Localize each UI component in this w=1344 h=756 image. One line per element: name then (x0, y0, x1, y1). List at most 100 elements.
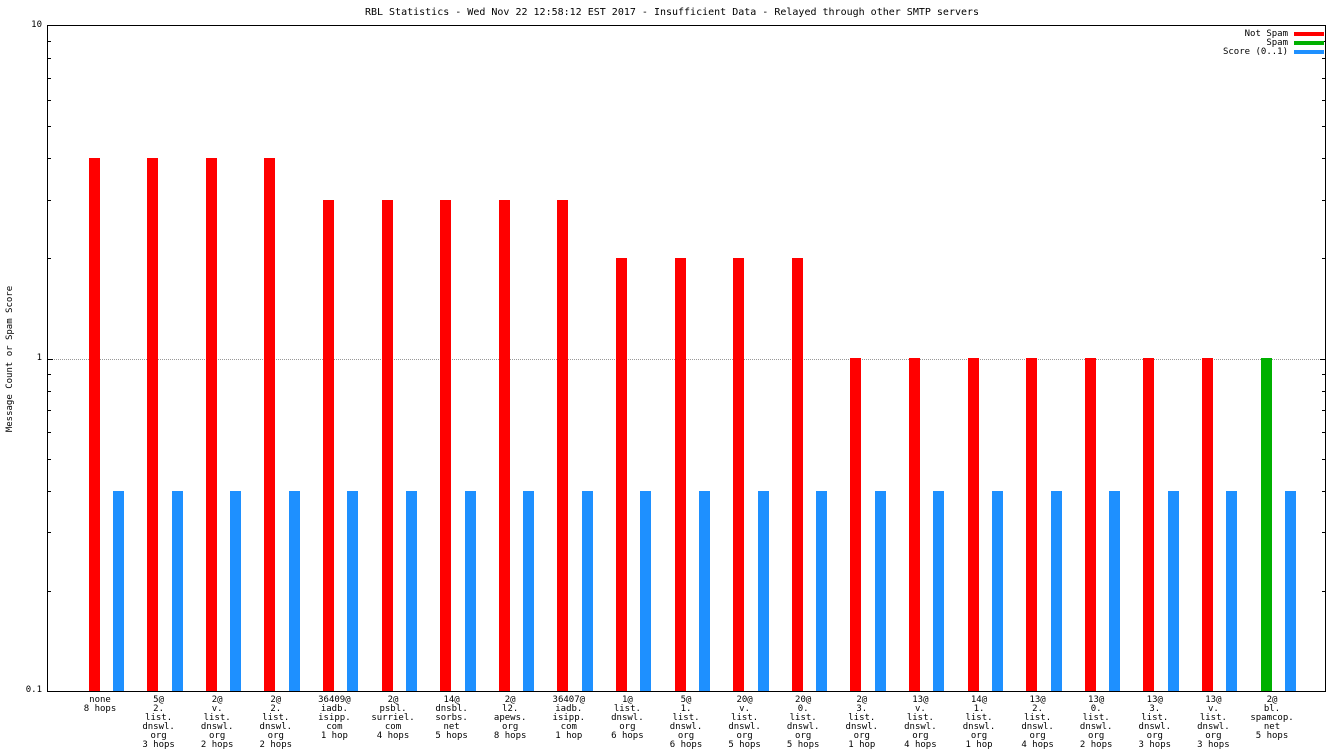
x-category-label-line: 3 hops (142, 740, 175, 750)
x-category-label-line: 2. (270, 704, 282, 714)
legend-entry-score-0-1: Score (0..1) (1222, 46, 1324, 57)
x-category-label-line: 13@ (1205, 695, 1222, 705)
x-category-label-line: list. (145, 713, 173, 723)
minor-tick-left (48, 374, 51, 375)
x-category-label-line: 2@ (387, 695, 399, 705)
bar-score-0-1-10 (699, 491, 710, 691)
bar-score-0-1-14 (933, 491, 944, 691)
minor-tick-left (48, 391, 51, 392)
x-category-label-line: 2@ (270, 695, 282, 705)
x-category-label-line: 2@ (1266, 695, 1278, 705)
x-category-label-line: 2 hops (200, 740, 234, 750)
x-category-label-line: list. (731, 713, 759, 723)
x-category-label-line: 2@ (211, 695, 223, 705)
x-category-label-line: 1 hop (555, 731, 583, 741)
x-category-label-line: dnswl. (200, 722, 234, 732)
bar-score-0-1-8 (582, 491, 593, 691)
x-category-label-line: dnswl. (142, 722, 175, 732)
bar-not-spam-5 (382, 200, 393, 691)
minor-tick-left (48, 258, 51, 259)
x-category-label-line: none (89, 695, 111, 705)
x-category-label-14: 13@ v. list. dnswl. org 4 hops (904, 696, 937, 750)
x-category-label-line: org (209, 731, 226, 741)
x-category-label-line: dnsbl. (435, 704, 468, 714)
x-category-label-line: v. (914, 704, 926, 714)
legend-swatch-score-0-1 (1294, 49, 1324, 54)
minor-tick-right (1322, 391, 1325, 392)
bar-score-0-1-7 (523, 491, 534, 691)
legend-swatch-spam (1294, 40, 1324, 45)
x-category-label-line: dnswl. (1079, 722, 1113, 732)
bar-score-0-1-11 (758, 491, 769, 691)
x-category-label-line: v. (211, 704, 223, 714)
x-category-label-line: dnswl. (1021, 722, 1054, 732)
minor-tick-left (48, 41, 51, 42)
bar-score-0-1-18 (1168, 491, 1179, 691)
x-category-label-line: list. (203, 713, 231, 723)
bar-not-spam-18 (1143, 358, 1154, 691)
x-category-label-line: 3. (856, 704, 868, 714)
x-category-label-line: apews. (493, 713, 527, 723)
x-category-label-line: 6 hops (669, 740, 703, 750)
x-category-label-line: v. (739, 704, 751, 714)
bar-not-spam-6 (440, 200, 451, 691)
x-category-label-line: list. (906, 713, 934, 723)
x-category-label-line: com (326, 722, 343, 732)
bar-score-0-1-3 (289, 491, 300, 691)
x-category-label-15: 14@ 1. list. dnswl. org 1 hop (963, 696, 996, 750)
bar-score-0-1-1 (172, 491, 183, 691)
x-category-label-line: surriel. (371, 713, 415, 723)
minor-tick-left (48, 459, 51, 460)
x-category-label-line: org (1146, 731, 1163, 741)
x-category-label-5: 2@ psbl. surriel. com 4 hops (371, 696, 414, 741)
bar-score-0-1-0 (113, 491, 124, 691)
x-category-label-line: org (912, 731, 929, 741)
x-category-label-line: list. (613, 704, 641, 714)
x-category-label-line: 4 hops (1021, 740, 1054, 750)
bar-score-0-1-12 (816, 491, 827, 691)
minor-tick-left (48, 58, 51, 59)
minor-tick-left (48, 591, 51, 592)
x-category-label-2: 2@ v. list. dnswl. org 2 hops (201, 696, 234, 750)
x-category-label-line: dnswl. (611, 713, 644, 723)
bar-not-spam-8 (557, 200, 568, 691)
major-tick-1-left (48, 359, 53, 360)
x-category-label-line: list. (1141, 713, 1169, 723)
x-category-label-line: list. (965, 713, 993, 723)
chart-title: RBL Statistics - Wed Nov 22 12:58:12 EST… (364, 7, 980, 18)
x-category-label-line: org (1088, 731, 1105, 741)
bar-not-spam-10 (675, 258, 686, 691)
minor-tick-right (1322, 532, 1325, 533)
x-category-label-line: dnswl. (728, 722, 761, 732)
x-category-label-line: 2. (1032, 704, 1044, 714)
minor-tick-right (1322, 100, 1325, 101)
x-category-label-line: 13@ (1146, 695, 1163, 705)
bar-score-0-1-9 (640, 491, 651, 691)
bar-not-spam-12 (792, 258, 803, 691)
bar-not-spam-15 (968, 358, 979, 691)
x-category-label-line: 13@ (1088, 695, 1105, 705)
x-category-label-line: dnswl. (962, 722, 996, 732)
x-category-label-line: isipp. (552, 713, 586, 723)
bar-not-spam-1 (147, 158, 158, 691)
bar-not-spam-17 (1085, 358, 1096, 691)
bar-not-spam-4 (323, 200, 334, 691)
x-category-label-9: 1@ list. dnswl. org 6 hops (611, 696, 644, 741)
minor-tick-right (1322, 58, 1325, 59)
bar-not-spam-19 (1202, 358, 1213, 691)
x-category-label-line: list. (789, 713, 817, 723)
x-category-label-line: 1@ (621, 695, 633, 705)
x-category-label-line: spamcop. (1250, 713, 1294, 723)
bar-spam-20 (1261, 358, 1272, 691)
x-category-label-line: list. (262, 713, 290, 723)
minor-tick-right (1322, 410, 1325, 411)
legend-label-score-0-1: Score (0..1) (1222, 46, 1288, 57)
minor-tick-right (1322, 78, 1325, 79)
x-category-label-line: org (853, 731, 870, 741)
x-category-label-12: 20@ 0. list. dnswl. org 5 hops (787, 696, 820, 750)
x-category-label-8: 36407@ iadb. isipp. com 1 hop (553, 696, 586, 741)
x-category-label-11: 20@ v. list. dnswl. org 5 hops (728, 696, 761, 750)
legend: Not Spam Spam Score (0..1) (1222, 29, 1324, 57)
x-category-label-line: net (443, 722, 460, 732)
